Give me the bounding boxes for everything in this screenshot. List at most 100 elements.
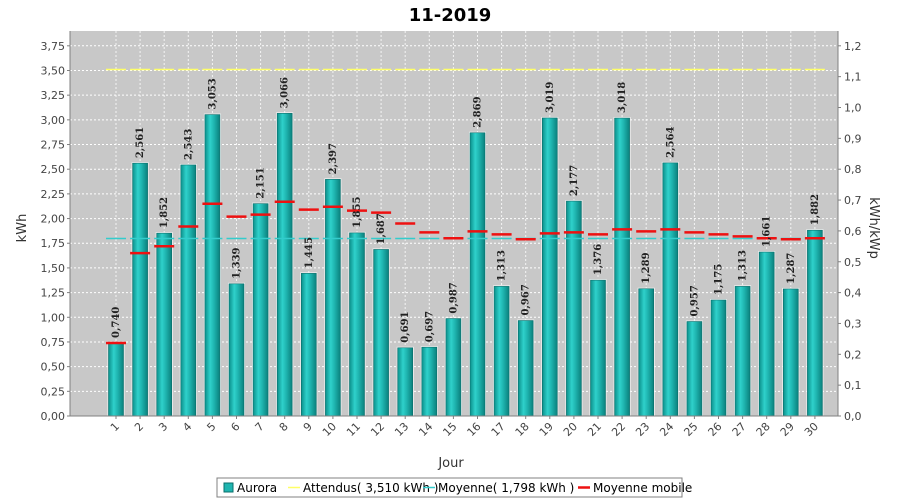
- bar-day-13: [397, 347, 414, 417]
- bar-day-19: [541, 117, 558, 417]
- bar-day-26: [710, 299, 727, 417]
- y2-tick-label: 0,9: [844, 132, 862, 145]
- y-tick-label: 2,00: [41, 213, 66, 226]
- x-tick-label: 29: [778, 420, 797, 439]
- x-tick-label: 22: [609, 420, 628, 439]
- x-tick-label: 14: [416, 420, 435, 439]
- y2-tick-label: 1,1: [844, 71, 862, 84]
- y2-tick-label: 0,5: [844, 256, 862, 269]
- y2-tick-label: 0,6: [844, 225, 862, 238]
- bar-day-21: [590, 279, 606, 417]
- data-label: 0,967: [521, 284, 532, 315]
- x-tick-label: 10: [320, 420, 339, 439]
- bar-day-22: [614, 117, 630, 417]
- data-label: 1,313: [497, 250, 508, 281]
- bar-day-8: [276, 113, 293, 417]
- data-label: 3,053: [207, 78, 218, 109]
- y-tick-label: 1,75: [41, 237, 66, 250]
- bar-day-30: [807, 229, 823, 417]
- bar-day-5: [204, 114, 221, 417]
- x-tick-label: 2: [132, 420, 146, 434]
- data-label: 1,661: [762, 216, 773, 247]
- data-label: 1,855: [352, 197, 363, 228]
- bar-day-10: [325, 179, 341, 417]
- y-tick-label: 1,50: [41, 262, 66, 275]
- bar-day-4: [180, 164, 197, 417]
- y2-tick-label: 0,4: [844, 287, 862, 300]
- y-tick-label: 0,75: [41, 336, 66, 349]
- y-tick-label: 0,00: [41, 410, 66, 423]
- x-tick-label: 25: [681, 420, 700, 439]
- data-label: 1,289: [641, 252, 652, 283]
- data-label: 0,691: [400, 311, 411, 342]
- bar-day-28: [758, 251, 775, 417]
- legend-entry-1: Attendus( 3,510 kWh ): [303, 481, 438, 495]
- bar-day-23: [638, 288, 655, 417]
- y2-tick-label: 0,0: [844, 410, 862, 423]
- data-label: 2,561: [135, 127, 146, 158]
- data-label: 1,882: [810, 194, 821, 225]
- data-label: 0,987: [448, 282, 459, 313]
- bar-day-6: [228, 283, 245, 417]
- legend-swatch-aurora: [223, 482, 234, 493]
- data-label: 2,543: [183, 129, 194, 160]
- y-tick-label: 0,50: [41, 361, 66, 374]
- y-tick-label: 2,50: [41, 163, 66, 176]
- y-tick-label: 1,00: [41, 311, 66, 324]
- legend-entry-3: Moyenne mobile: [593, 481, 692, 495]
- bar-day-2: [132, 162, 148, 417]
- y-axis-label: kWh: [15, 214, 30, 243]
- y-tick-label: 3,25: [41, 89, 66, 102]
- bar-day-17: [493, 286, 510, 417]
- x-tick-label: 26: [706, 420, 725, 439]
- x-tick-label: 27: [730, 420, 749, 439]
- x-tick-label: 20: [561, 420, 580, 439]
- y2-tick-label: 0,1: [844, 379, 862, 392]
- y2-tick-label: 0,3: [844, 317, 862, 330]
- y2-tick-label: 1,0: [844, 102, 862, 115]
- x-tick-label: 23: [633, 420, 652, 439]
- bar-day-7: [252, 203, 269, 417]
- bar-day-27: [734, 286, 751, 417]
- bar-day-9: [300, 273, 317, 417]
- x-tick-label: 5: [204, 420, 218, 434]
- x-tick-label: 16: [465, 420, 484, 439]
- y2-tick-label: 1,2: [844, 40, 862, 53]
- y-tick-label: 2,75: [41, 139, 66, 152]
- legend-box: [216, 477, 683, 498]
- data-label: 0,957: [689, 285, 700, 316]
- chart-title: 11-2019: [409, 5, 492, 26]
- data-label: 1,376: [593, 244, 604, 275]
- y2-tick-label: 0,2: [844, 348, 862, 361]
- data-label: 0,697: [424, 311, 435, 342]
- data-label: 2,397: [328, 143, 339, 174]
- x-tick-label: 28: [754, 420, 773, 439]
- data-label: 2,177: [569, 165, 580, 196]
- x-tick-label: 30: [802, 420, 821, 439]
- x-tick-label: 11: [344, 420, 363, 439]
- x-tick-label: 13: [392, 420, 411, 439]
- bar-day-14: [421, 346, 438, 417]
- data-label: 3,066: [280, 77, 291, 108]
- legend-entry-0: Aurora: [237, 481, 277, 495]
- y2-tick-label: 0,7: [844, 194, 862, 207]
- legend-entry-2: Moyenne( 1,798 kWh ): [438, 481, 574, 495]
- bar-day-11: [349, 232, 365, 417]
- bar-day-1: [108, 342, 124, 417]
- data-label: 1,313: [738, 250, 749, 281]
- x-tick-label: 17: [489, 420, 508, 439]
- data-label: 2,564: [665, 127, 676, 158]
- data-label: 1,339: [232, 247, 243, 278]
- y-tick-label: 3,00: [41, 114, 66, 127]
- x-axis-label: Jour: [437, 456, 464, 471]
- x-tick-label: 21: [585, 420, 604, 439]
- data-label: 2,869: [473, 96, 484, 127]
- data-label: 3,019: [545, 82, 556, 113]
- x-tick-label: 18: [513, 420, 532, 439]
- x-tick-label: 8: [277, 420, 291, 434]
- y-tick-label: 0,25: [41, 385, 66, 398]
- y-tick-label: 3,75: [41, 40, 66, 53]
- bar-day-25: [686, 321, 703, 417]
- x-tick-label: 6: [228, 420, 242, 434]
